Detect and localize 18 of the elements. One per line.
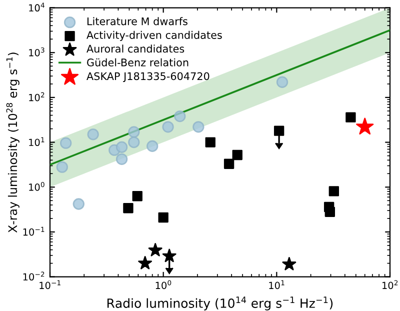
x-axis-title: Radio luminosity (10$^{14}$ erg s$^{−1}$ Hz$^{−1}$): [107, 296, 333, 310]
legend-label: Activity-driven candidates: [86, 30, 222, 41]
legend-label: Güdel-Benz relation: [87, 58, 188, 66]
y-axis-title: X-ray luminosity (10$^{28}$ erg s$^{−1}$): [6, 52, 20, 233]
y-tick-label: 10$^{−2}$: [23, 272, 44, 281]
y-tick-label: 10$^{4}$: [29, 2, 44, 12]
y-tick-label: 10$^{3}$: [29, 47, 44, 56]
y-tick-label: 10$^{1}$: [29, 137, 44, 146]
x-tick-label: 10$^{0}$: [156, 280, 172, 290]
y-tick-label: 10$^{−1}$: [23, 226, 44, 236]
y-tick-label: 10$^{0}$: [29, 182, 44, 191]
x-tick-label: 10$^{1}$: [269, 280, 284, 290]
legend-label: Auroral candidates: [86, 44, 184, 53]
y-tick-label: 10$^{2}$: [29, 92, 44, 102]
x-tick-label: 10$^{2}$: [382, 280, 398, 290]
legend-label: ASKAP J181335-604720: [86, 72, 210, 82]
legend-label: Literature M dwarfs: [87, 17, 188, 26]
x-tick-label: 10$^{−1}$: [40, 280, 60, 290]
